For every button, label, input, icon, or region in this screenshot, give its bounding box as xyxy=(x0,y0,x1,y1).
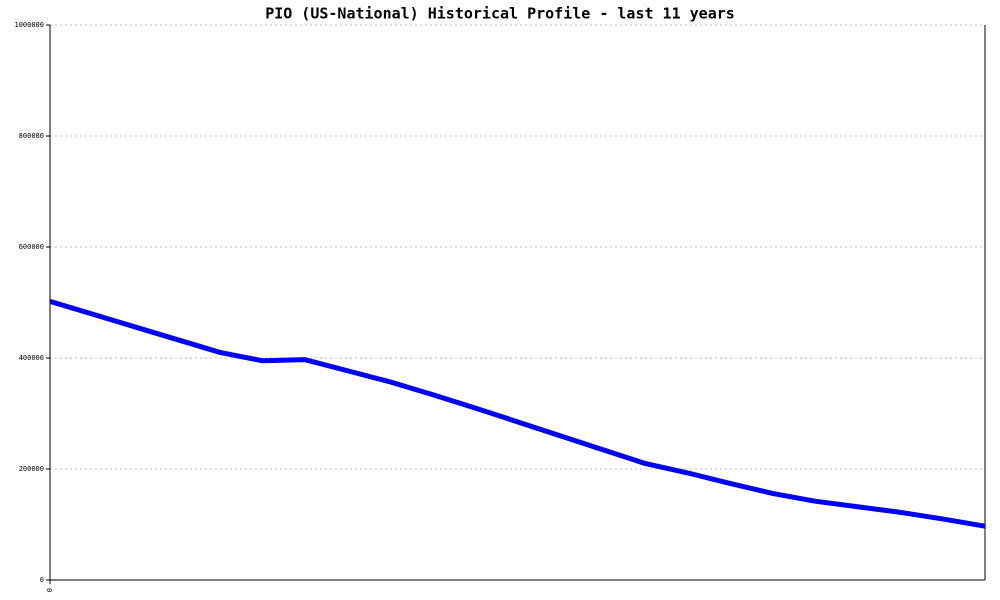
y-tick-label: 800000 xyxy=(19,132,44,140)
y-tick-label: 400000 xyxy=(19,354,44,362)
x-tick-label: 0 xyxy=(46,588,54,592)
chart-title: PIO (US-National) Historical Profile - l… xyxy=(265,5,735,23)
y-tick-label: 1000000 xyxy=(14,21,44,29)
y-tick-label: 200000 xyxy=(19,465,44,473)
y-tick-label: 600000 xyxy=(19,243,44,251)
data-line xyxy=(49,298,986,529)
y-tick-label: 0 xyxy=(40,576,44,584)
